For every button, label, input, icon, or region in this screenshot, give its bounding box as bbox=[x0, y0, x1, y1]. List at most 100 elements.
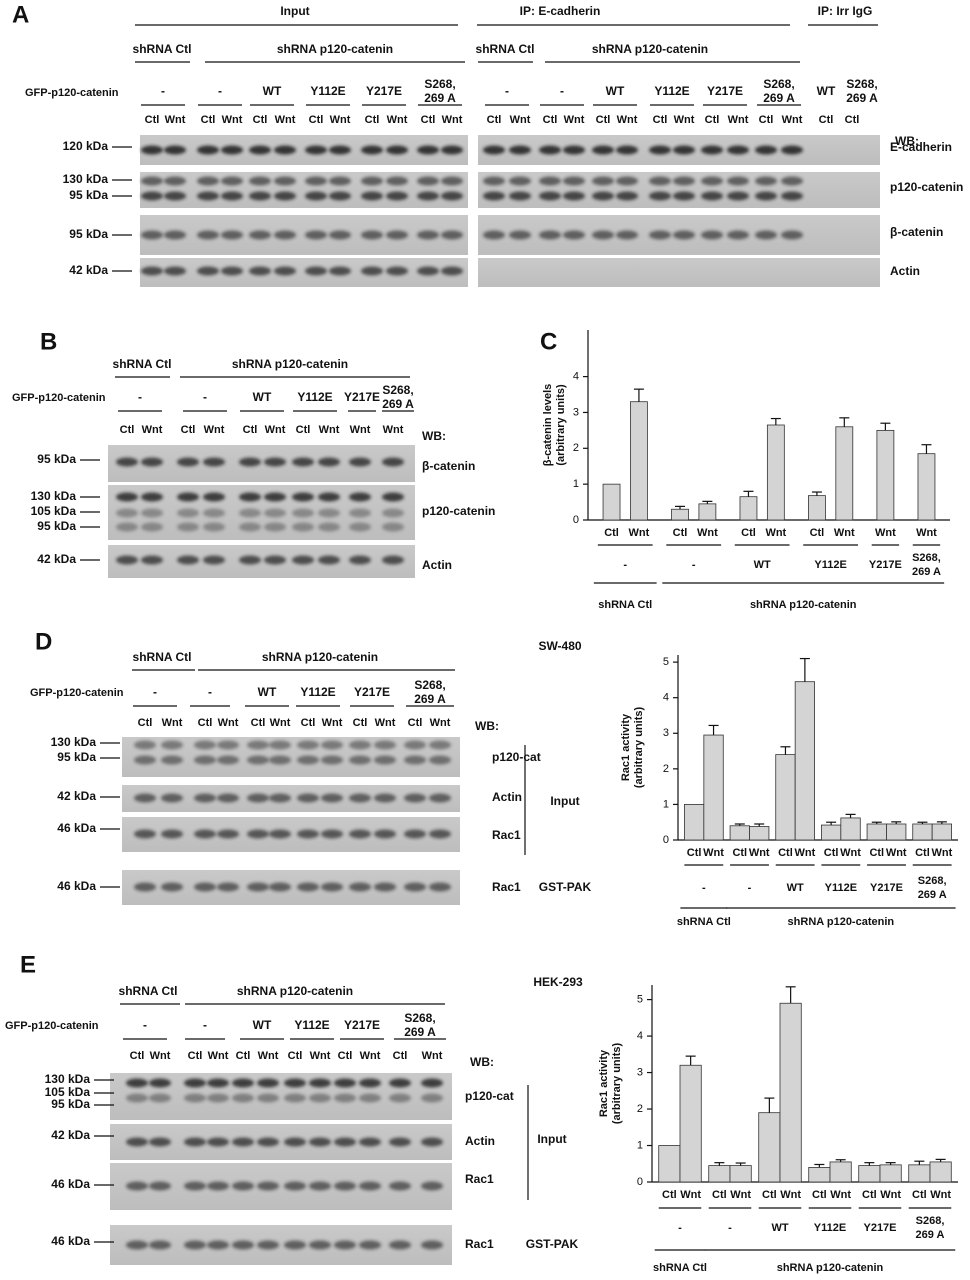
lane-label: Ctl bbox=[819, 114, 834, 126]
band bbox=[297, 829, 319, 839]
x-tick-label: Wnt bbox=[886, 847, 907, 859]
construct-label: - bbox=[208, 685, 212, 699]
band bbox=[184, 1093, 206, 1103]
band bbox=[309, 1181, 331, 1191]
construct-label: S268, 269 A bbox=[382, 383, 414, 411]
wb-label: WB: bbox=[470, 1055, 494, 1069]
band bbox=[349, 882, 371, 892]
section-label: shRNA Ctl bbox=[598, 599, 652, 611]
band bbox=[247, 829, 269, 839]
marker-label: 46 kDa bbox=[57, 821, 96, 835]
x-tick-label: Wnt bbox=[697, 527, 718, 539]
y-axis-label: (arbitrary units) bbox=[633, 707, 645, 789]
band bbox=[329, 266, 351, 276]
bar bbox=[749, 826, 770, 841]
construct-label: Y112E bbox=[294, 1018, 329, 1032]
band bbox=[134, 740, 156, 750]
band bbox=[673, 145, 695, 155]
band bbox=[417, 176, 439, 186]
band bbox=[539, 176, 561, 186]
band bbox=[126, 1137, 148, 1147]
band bbox=[701, 230, 723, 240]
lane-label: Wnt bbox=[204, 424, 225, 436]
band bbox=[217, 740, 239, 750]
band bbox=[161, 829, 183, 839]
lane-label: Wnt bbox=[617, 114, 638, 126]
lane-label: Ctl bbox=[201, 114, 216, 126]
band bbox=[349, 522, 371, 532]
shrna-label: shRNA Ctl bbox=[133, 650, 192, 664]
bar bbox=[671, 508, 689, 521]
lane-label: Wnt bbox=[375, 717, 396, 729]
marker-label: 120 kDa bbox=[63, 139, 109, 153]
group-label: S268, 269 A bbox=[916, 1215, 945, 1241]
band bbox=[116, 555, 138, 565]
band bbox=[429, 740, 451, 750]
marker-label: 130 kDa bbox=[45, 1072, 91, 1086]
band bbox=[616, 176, 638, 186]
band bbox=[421, 1181, 443, 1191]
band bbox=[232, 1137, 254, 1147]
band bbox=[417, 145, 439, 155]
group-label: Y112E bbox=[814, 559, 846, 571]
band bbox=[781, 176, 803, 186]
protein-label: Rac1 bbox=[465, 1237, 494, 1251]
band bbox=[592, 230, 614, 240]
lane-label: Ctl bbox=[759, 114, 774, 126]
y-tick-label: 0 bbox=[573, 514, 579, 526]
y-tick-label: 5 bbox=[663, 656, 669, 668]
band bbox=[421, 1093, 443, 1103]
protein-label: Rac1 bbox=[465, 1172, 494, 1186]
band bbox=[359, 1137, 381, 1147]
marker-label: 130 kDa bbox=[63, 172, 109, 186]
marker-label: 46 kDa bbox=[51, 1234, 90, 1248]
group-label: Y217E bbox=[863, 1222, 896, 1234]
bar bbox=[835, 426, 854, 521]
band bbox=[239, 508, 261, 518]
band bbox=[257, 1078, 279, 1088]
bar bbox=[808, 1167, 831, 1183]
side-label: GST-PAK bbox=[539, 880, 592, 894]
band bbox=[239, 457, 261, 467]
band bbox=[134, 829, 156, 839]
band bbox=[292, 457, 314, 467]
band bbox=[239, 492, 261, 502]
band bbox=[194, 829, 216, 839]
group-label: - bbox=[623, 559, 627, 571]
band bbox=[429, 793, 451, 803]
band bbox=[349, 508, 371, 518]
construct-label: WT bbox=[253, 1018, 272, 1032]
band bbox=[321, 740, 343, 750]
construct-label: - bbox=[153, 685, 157, 699]
y-tick-label: 1 bbox=[573, 478, 579, 490]
band bbox=[318, 492, 340, 502]
band bbox=[292, 555, 314, 565]
bar bbox=[821, 824, 842, 841]
band bbox=[161, 793, 183, 803]
lane-label: Wnt bbox=[330, 114, 351, 126]
band bbox=[781, 145, 803, 155]
band bbox=[264, 508, 286, 518]
lane-label: Ctl bbox=[288, 1050, 303, 1062]
band bbox=[141, 176, 163, 186]
band bbox=[194, 740, 216, 750]
group-label: Y217E bbox=[870, 882, 903, 894]
lane-label: Ctl bbox=[705, 114, 720, 126]
bar bbox=[679, 1064, 702, 1183]
band bbox=[389, 1137, 411, 1147]
band bbox=[386, 176, 408, 186]
marker-label: 95 kDa bbox=[37, 519, 76, 533]
lane-label: Ctl bbox=[253, 114, 268, 126]
lane-label: Wnt bbox=[142, 424, 163, 436]
bar bbox=[698, 503, 717, 521]
lane-label: Wnt bbox=[674, 114, 695, 126]
marker-label: 130 kDa bbox=[31, 489, 77, 503]
band bbox=[141, 522, 163, 532]
band bbox=[349, 740, 371, 750]
band bbox=[592, 176, 614, 186]
band bbox=[197, 266, 219, 276]
band bbox=[203, 522, 225, 532]
y-tick-label: 4 bbox=[637, 1030, 643, 1042]
band bbox=[329, 191, 351, 201]
band bbox=[701, 145, 723, 155]
